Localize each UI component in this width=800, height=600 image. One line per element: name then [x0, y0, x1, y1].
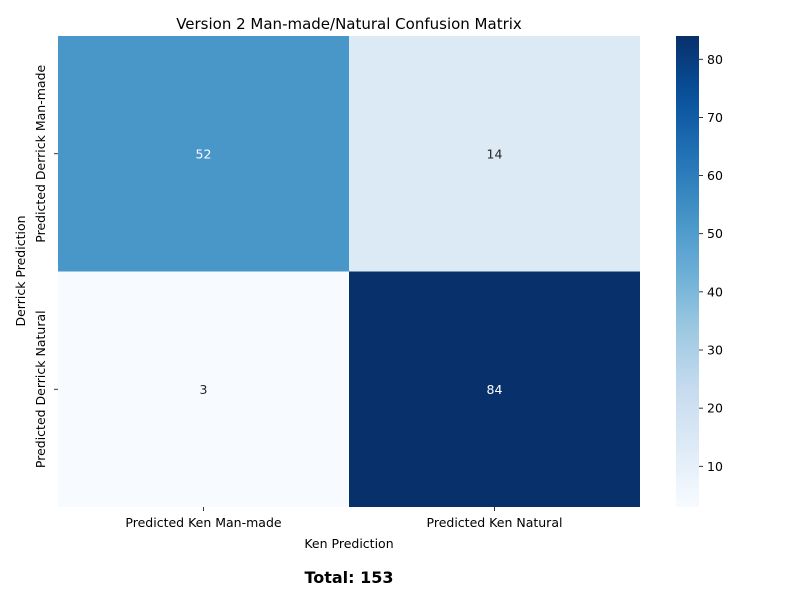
- y-tick-label: Predicted Derrick Natural: [33, 310, 48, 468]
- y-tick-label: Predicted Derrick Man-made: [33, 64, 48, 242]
- colorbar-tick-label: 40: [707, 284, 723, 299]
- heatmap-cell-r1-c1: [349, 271, 640, 507]
- colorbar-ticks: 10 20 30 40 50 60 70 80: [699, 52, 723, 474]
- heatmap-cell-labels: 52 14 3 84: [196, 146, 503, 397]
- x-tick-label: Predicted Ken Man-made: [125, 515, 281, 530]
- cell-value-r0-c0: 52: [196, 146, 212, 161]
- colorbar-tick-label: 10: [707, 459, 723, 474]
- cell-value-r0-c1: 14: [487, 146, 503, 161]
- x-tick-label: Predicted Ken Natural: [427, 515, 563, 530]
- y-axis-ticks: Predicted Derrick Man-made Predicted Derr…: [33, 64, 58, 468]
- cell-value-r1-c0: 3: [200, 382, 208, 397]
- colorbar-tick-label: 20: [707, 401, 723, 416]
- y-axis-label: Derrick Prediction: [13, 215, 28, 326]
- heatmap-cell-r1-c0: [58, 271, 349, 507]
- heatmap-cell-r0-c0: [58, 36, 349, 272]
- colorbar-tick-label: 80: [707, 52, 723, 67]
- colorbar: [676, 36, 699, 507]
- colorbar-tick-label: 30: [707, 343, 723, 358]
- colorbar-tick-label: 70: [707, 110, 723, 125]
- x-axis-label: Ken Prediction: [304, 536, 393, 551]
- heatmap-cells: [58, 36, 640, 507]
- heatmap-cell-r0-c1: [349, 36, 640, 272]
- total-count: Total: 153: [304, 568, 393, 587]
- cell-value-r1-c1: 84: [487, 382, 503, 397]
- colorbar-tick-label: 60: [707, 168, 723, 183]
- colorbar-tick-label: 50: [707, 226, 723, 241]
- chart-title: Version 2 Man-made/Natural Confusion Mat…: [176, 15, 522, 33]
- x-axis-ticks: Predicted Ken Man-made Predicted Ken Natu…: [125, 507, 562, 530]
